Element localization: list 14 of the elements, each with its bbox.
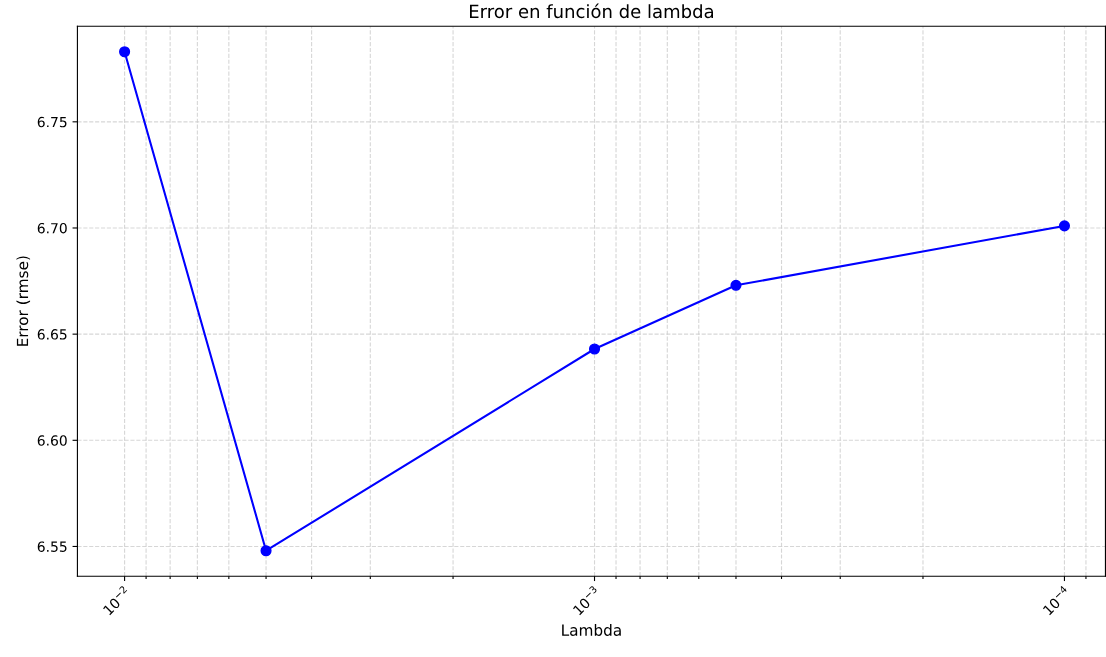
y-tick-label: 6.60	[37, 435, 67, 446]
chart-title: Error en función de lambda	[470, 3, 713, 19]
point	[119, 46, 131, 58]
point	[588, 343, 601, 355]
y-tick-label: 6.70	[37, 222, 67, 234]
x-axis-title: Lambda	[562, 624, 621, 636]
y-tick-label: 6.75	[37, 116, 67, 128]
point	[1058, 220, 1071, 232]
x-tick-label: 10$^{−2}$	[101, 585, 132, 616]
y-tick-label: 6.65	[37, 329, 67, 340]
y-tick-label: 6.55	[37, 541, 67, 552]
y-axis-title: Error (rmse)	[16, 256, 31, 346]
x-tick-label: 10$^{−3}$	[571, 585, 602, 616]
x-tick-label: 10$^{−4}$	[1041, 585, 1072, 616]
